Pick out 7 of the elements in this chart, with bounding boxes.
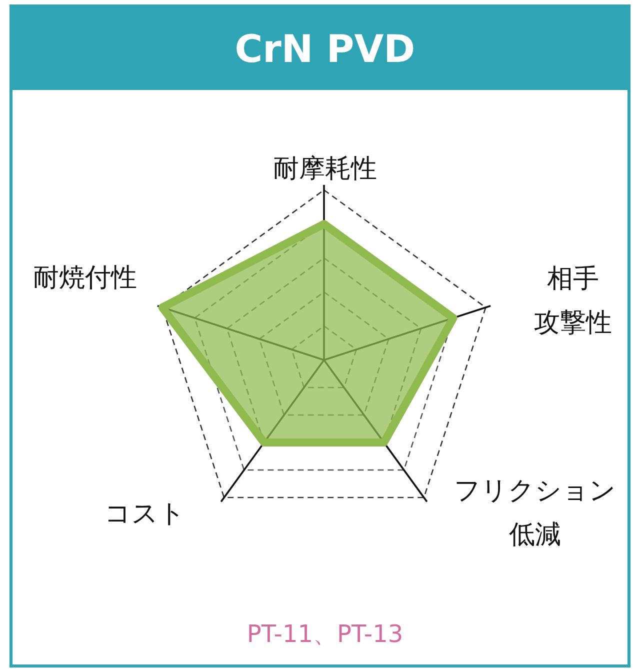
- spoke-label: 耐焼付性: [33, 263, 137, 293]
- text: PT-11、PT-13: [246, 620, 404, 648]
- spoke-label: コスト: [104, 499, 186, 529]
- spoke-label: 相手攻撃性: [534, 264, 612, 338]
- spoke-label: 耐摩耗性: [273, 154, 377, 184]
- chart-title: CrN PVD: [234, 27, 416, 71]
- spoke-label: フリクション低減: [454, 476, 616, 550]
